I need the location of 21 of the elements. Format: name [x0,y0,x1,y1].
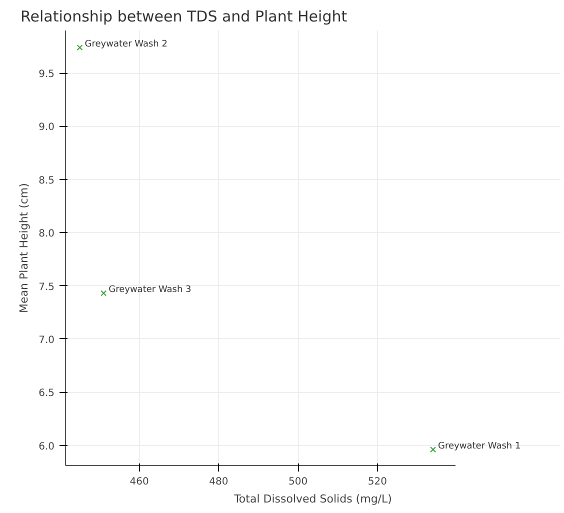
y-tick-label: 8.0 [38,228,55,240]
annotation: Greywater Wash 2 [84,40,168,50]
y-tick-label: 6.5 [38,388,55,400]
x-tick-label: 500 [288,476,308,488]
point [430,446,436,453]
y-tick-label: 8.5 [38,175,55,186]
annotation: Greywater Wash 1 [438,442,521,452]
y-tick-label: 7.0 [38,334,55,346]
annotation: Greywater Wash 3 [108,285,192,296]
point [100,290,107,296]
point [76,44,83,50]
x-tick-label: 520 [368,476,388,488]
y-axis-title: Mean Plant Height (cm) [18,183,31,313]
y-tick-label: 9.0 [38,122,55,134]
x-tick-label: 480 [209,476,228,488]
y-tick-label: 9.5 [38,69,55,80]
x-axis-title: Total Dissolved Solids (mg/L) [233,492,392,506]
y-tick-label: 7.5 [38,282,55,293]
x-tick-label: 460 [130,476,149,488]
y-tick-label: 6.0 [38,441,55,452]
chart-title: Relationship between TDS and Plant Height [20,8,348,26]
